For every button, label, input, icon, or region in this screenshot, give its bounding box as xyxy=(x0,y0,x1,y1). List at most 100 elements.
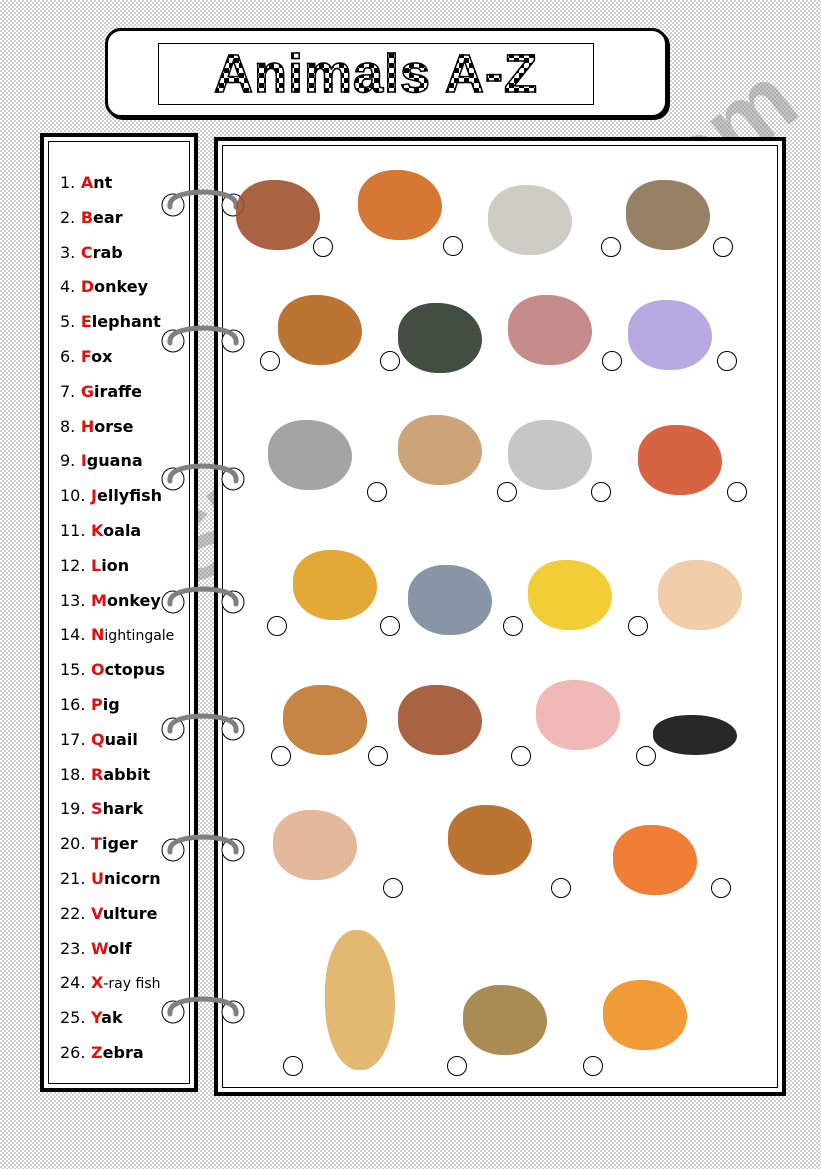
word-num: 26. xyxy=(60,1043,86,1062)
binder-ring-icon xyxy=(161,189,245,217)
binder-ring-icon xyxy=(161,325,245,353)
answer-circle[interactable] xyxy=(602,351,622,371)
word-num: 22. xyxy=(60,903,86,923)
binder-ring-icon xyxy=(161,996,245,1024)
answer-circle[interactable] xyxy=(267,616,287,636)
word-list-item: 26. Zebra xyxy=(60,1043,144,1062)
yak-picture xyxy=(398,303,482,373)
answer-circle[interactable] xyxy=(367,482,387,502)
word-rest: lephant xyxy=(91,312,161,332)
word-first: X xyxy=(91,973,104,993)
word-num: 18. xyxy=(60,764,86,784)
word-rest: ion xyxy=(101,555,130,575)
word-num: 23. xyxy=(60,938,86,958)
word-first: Q xyxy=(91,729,105,749)
word-first: B xyxy=(80,207,94,227)
answer-circle[interactable] xyxy=(511,746,531,766)
word-rest: hark xyxy=(102,799,144,819)
word-first: D xyxy=(80,277,95,297)
answer-circle[interactable] xyxy=(260,351,280,371)
word-num: 12. xyxy=(60,555,86,575)
word-first: N xyxy=(91,625,105,645)
answer-circle[interactable] xyxy=(380,616,400,636)
word-rest: guana xyxy=(86,451,143,471)
word-rest: orse xyxy=(94,416,134,436)
word-num: 13. xyxy=(60,590,86,610)
word-rest: onkey xyxy=(106,590,161,610)
answer-circle[interactable] xyxy=(368,746,388,766)
word-rest: ak xyxy=(101,1008,123,1028)
word-num: 14. xyxy=(60,625,86,645)
answer-circle[interactable] xyxy=(447,1056,467,1076)
donkey-picture xyxy=(278,295,362,365)
word-rest: onkey xyxy=(94,277,148,297)
answer-circle[interactable] xyxy=(727,482,747,502)
word-list-item: 11. Koala xyxy=(60,521,141,540)
word-first: I xyxy=(80,451,87,471)
word-num: 10. xyxy=(60,486,86,506)
word-rest: -ray fish xyxy=(103,976,161,993)
jellyfish-picture xyxy=(508,420,592,490)
word-list-item: 16. Pig xyxy=(60,695,120,714)
word-rest: uail xyxy=(104,729,138,749)
word-rest: abbit xyxy=(103,764,151,784)
word-num: 3. xyxy=(60,242,76,262)
word-num: 7. xyxy=(60,381,76,401)
word-list-item: 3. Crab xyxy=(60,243,123,262)
horse-picture xyxy=(448,805,532,875)
word-first: E xyxy=(80,312,92,332)
word-num: 21. xyxy=(60,869,86,888)
answer-circle[interactable] xyxy=(283,1056,303,1076)
word-num: 19. xyxy=(60,799,86,819)
word-list-item: 6. Fox xyxy=(60,347,112,366)
word-first: P xyxy=(91,695,103,714)
ant-picture xyxy=(653,715,737,755)
word-rest: nicorn xyxy=(104,869,161,888)
answer-circle[interactable] xyxy=(636,746,656,766)
word-num: 16. xyxy=(60,695,86,714)
quail-picture xyxy=(236,180,320,250)
word-first: W xyxy=(91,938,109,958)
answer-circle[interactable] xyxy=(717,351,737,371)
word-num: 9. xyxy=(60,451,76,471)
word-list-item: 8. Horse xyxy=(60,417,134,436)
word-num: 17. xyxy=(60,729,86,749)
answer-circle[interactable] xyxy=(591,482,611,502)
answer-circle[interactable] xyxy=(497,482,517,502)
answer-circle[interactable] xyxy=(551,878,571,898)
giraffe-picture xyxy=(325,930,395,1070)
word-num: 1. xyxy=(60,173,76,192)
answer-circle[interactable] xyxy=(383,878,403,898)
word-list-item: 13. Monkey xyxy=(60,591,161,610)
word-list-item: 2. Bear xyxy=(60,208,123,227)
word-list-item: 24. X-ray fish xyxy=(60,973,160,992)
wolf-picture xyxy=(283,685,367,755)
word-list-item: 18. Rabbit xyxy=(60,765,150,784)
title-banner: Animals A-Z xyxy=(105,28,668,118)
title-frame: Animals A-Z xyxy=(158,43,594,105)
answer-circle[interactable] xyxy=(271,746,291,766)
binder-ring-icon xyxy=(161,586,245,614)
answer-circle[interactable] xyxy=(713,237,733,257)
word-list-item: 19. Shark xyxy=(60,799,143,818)
word-list-item: 25. Yak xyxy=(60,1008,123,1027)
answer-circle[interactable] xyxy=(711,878,731,898)
word-num: 4. xyxy=(60,277,76,297)
word-rest: ulture xyxy=(102,903,158,923)
monkey-picture xyxy=(358,170,442,240)
word-first: G xyxy=(80,381,94,401)
elephant-picture xyxy=(268,420,352,490)
word-first: O xyxy=(91,660,105,680)
tiger-picture xyxy=(603,980,687,1050)
answer-circle[interactable] xyxy=(313,237,333,257)
answer-circle[interactable] xyxy=(628,616,648,636)
answer-circle[interactable] xyxy=(601,237,621,257)
answer-circle[interactable] xyxy=(380,351,400,371)
answer-circle[interactable] xyxy=(443,236,463,256)
bear-picture xyxy=(398,685,482,755)
zebra-picture xyxy=(398,415,482,485)
answer-circle[interactable] xyxy=(503,616,523,636)
answer-circle[interactable] xyxy=(583,1056,603,1076)
word-list-item: 9. Iguana xyxy=(60,451,143,470)
word-rest: ctopus xyxy=(104,660,166,680)
